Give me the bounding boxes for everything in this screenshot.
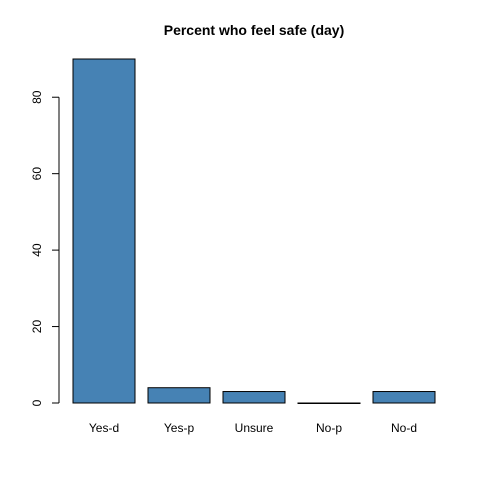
x-tick-label: No-d: [391, 421, 417, 435]
bar-no-d: [372, 391, 436, 404]
y-tick-label: 80: [30, 90, 44, 104]
x-tick-label: Yes-d: [89, 421, 119, 435]
bar-unsure: [222, 391, 286, 404]
y-tick-label: 60: [30, 167, 44, 181]
y-tick-label: 20: [30, 320, 44, 334]
bars-group: [72, 58, 436, 404]
x-tick-label: Unsure: [235, 421, 274, 435]
y-tick-label: 0: [30, 399, 44, 406]
y-tick-label: 40: [30, 243, 44, 257]
y-axis: 0 20 40 60 80: [30, 90, 60, 406]
x-tick-label: Yes-p: [164, 421, 195, 435]
x-tick-label: No-p: [316, 421, 342, 435]
x-axis-labels: Yes-d Yes-p Unsure No-p No-d: [89, 421, 417, 435]
bar-yes-p: [147, 387, 211, 404]
bar-yes-d: [72, 58, 136, 404]
bar-no-p: [297, 402, 361, 404]
chart-title: Percent who feel safe (day): [164, 22, 345, 38]
